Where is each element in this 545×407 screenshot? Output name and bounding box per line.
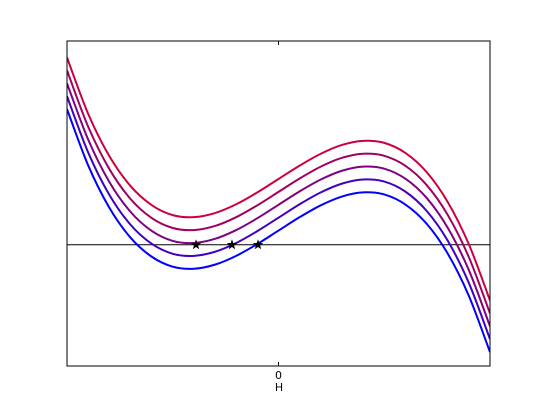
star-marker xyxy=(252,239,264,250)
x-axis-label: H xyxy=(275,381,283,394)
star-marker xyxy=(226,239,238,250)
x-tick-label: 0 xyxy=(275,369,282,382)
plot-frame xyxy=(66,40,491,367)
curve xyxy=(67,70,490,314)
curve xyxy=(67,108,490,353)
star-marker xyxy=(190,239,202,250)
curve xyxy=(67,82,490,327)
curve xyxy=(67,57,490,301)
curve xyxy=(67,95,490,340)
